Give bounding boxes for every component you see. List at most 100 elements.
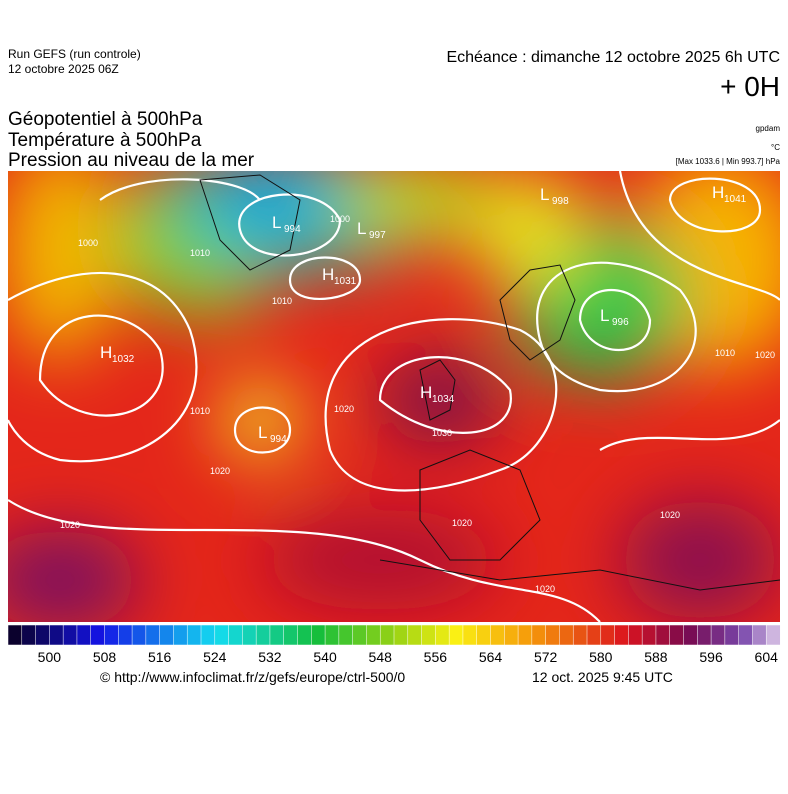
isobar-label: 1020 [452, 518, 472, 528]
colorbar-tick-label: 564 [479, 649, 503, 665]
center-value: 994 [270, 434, 287, 445]
colorbar-swatch [366, 624, 381, 646]
isobar-label: 1010 [190, 406, 210, 416]
isobar-label: 1000 [78, 238, 98, 248]
colorbar-swatch [421, 624, 436, 646]
colorbar-swatch [504, 624, 519, 646]
colorbar-tick-label: 588 [644, 649, 668, 665]
colorbar: 500 508 516 524 532 540 548 556 564 572 580 588 596 6… [7, 624, 781, 665]
isobar-label: 1020 [60, 520, 80, 530]
colorbar-swatch [683, 624, 698, 646]
colorbar-swatch [35, 624, 50, 646]
colorbar-swatch [200, 624, 216, 646]
colorbar-swatch [724, 624, 740, 646]
isobar-label: 1020 [755, 350, 775, 360]
colorbar-swatch [641, 624, 657, 646]
colorbar-swatch [338, 624, 354, 646]
colorbar-tick-label: 596 [699, 649, 723, 665]
lead-time: + 0H [720, 71, 780, 102]
colorbar-swatch [600, 624, 616, 646]
colorbar-swatch [131, 624, 147, 646]
colorbar-swatch [586, 624, 602, 646]
isobar-label: 1010 [190, 248, 210, 258]
timestamp: 12 oct. 2025 9:45 UTC [532, 669, 673, 685]
colorbar-swatch [49, 624, 64, 646]
colorbar-swatch [242, 624, 257, 646]
colorbar-swatch [435, 624, 450, 646]
center-value: 1031 [334, 276, 357, 287]
colorbar-tick-label: 572 [534, 649, 558, 665]
colorbar-tick-label: 524 [203, 649, 227, 665]
colorbar-swatch [104, 624, 119, 646]
colorbar-swatch [476, 624, 492, 646]
colorbar-tick-label: 500 [38, 649, 62, 665]
colorbar-swatch [545, 624, 560, 646]
unit: °C [771, 143, 780, 152]
isobar-label: 1010 [272, 296, 292, 306]
isobar-label: 1020 [210, 466, 230, 476]
center-value: 996 [612, 317, 629, 328]
center-letter: H [322, 265, 334, 284]
colorbar-swatch [90, 624, 106, 646]
colorbar-swatch [324, 624, 340, 646]
colorbar-swatch [283, 624, 299, 646]
colorbar-swatch [393, 624, 409, 646]
center-letter: H [100, 343, 112, 362]
colorbar-swatch [614, 624, 629, 646]
colorbar-swatch [628, 624, 643, 646]
center-value: 1034 [432, 394, 455, 405]
colorbar-tick-label: 556 [424, 649, 448, 665]
colorbar-tick-label: 516 [148, 649, 172, 665]
title: Température à 500hPa [8, 130, 202, 151]
source: © http://www.infoclimat.fr/z/gefs/europe… [100, 669, 405, 685]
colorbar-swatch [752, 624, 767, 646]
valid-time: Echéance : dimanche 12 octobre 2025 6h U… [446, 49, 780, 66]
colorbar-tick-label: 532 [258, 649, 282, 665]
colorbar-swatch [7, 624, 23, 646]
colorbar-swatch [669, 624, 685, 646]
unit: [Max 1033.6 | Min 993.7] hPa [676, 157, 781, 166]
center-letter: L [272, 213, 281, 232]
colorbar-swatch [297, 624, 312, 646]
isobar-label: 1030 [432, 428, 452, 438]
center-value: 998 [552, 196, 569, 207]
title: Pression au niveau de la mer [8, 150, 255, 171]
colorbar-swatch [490, 624, 505, 646]
title: Géopotentiel à 500hPa [8, 109, 203, 130]
colorbar-swatch [76, 624, 92, 646]
isobar-label: 1010 [715, 348, 735, 358]
colorbar-swatch [697, 624, 712, 646]
center-value: 1032 [112, 354, 135, 365]
colorbar-tick-label: 548 [369, 649, 393, 665]
colorbar-swatch [21, 624, 37, 646]
isobar-label: 1020 [660, 510, 680, 520]
center-value: 1041 [724, 194, 747, 205]
center-letter: H [712, 183, 724, 202]
colorbar-swatch [517, 624, 533, 646]
colorbar-swatch [118, 624, 133, 646]
isobar-label: 1020 [334, 404, 354, 414]
colorbar-swatch [572, 624, 588, 646]
center-letter: L [357, 219, 366, 238]
colorbar-swatch [710, 624, 726, 646]
colorbar-swatch [186, 624, 202, 646]
colorbar-swatch [173, 624, 188, 646]
colorbar-swatch [462, 624, 478, 646]
center-letter: H [420, 383, 432, 402]
colorbar-swatch [448, 624, 464, 646]
colorbar-swatch [159, 624, 174, 646]
colorbar-tick-label: 540 [313, 649, 337, 665]
colorbar-swatch [407, 624, 423, 646]
center-letter: L [540, 185, 549, 204]
colorbar-tick-label: 580 [589, 649, 613, 665]
center-letter: L [258, 423, 267, 442]
colorbar-swatch [255, 624, 271, 646]
colorbar-swatch [531, 624, 547, 646]
colorbar-swatch [352, 624, 367, 646]
map [8, 171, 780, 622]
center-letter: L [600, 306, 609, 325]
colorbar-swatch [765, 624, 781, 646]
colorbar-tick-label: 508 [93, 649, 117, 665]
colorbar-swatch [311, 624, 326, 646]
